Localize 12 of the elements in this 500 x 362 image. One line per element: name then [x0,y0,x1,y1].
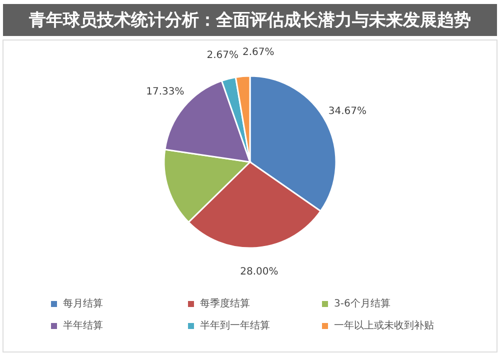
legend-label: 每月结算 [63,298,103,310]
legend-label: 半年到一年结算 [200,320,270,332]
legend-label: 一年以上或未收到补贴 [334,320,434,332]
chart-title: 青年球员技术统计分析：全面评估成长潜力与未来发展趋势 [28,10,471,31]
legend-label: 3-6个月结算 [334,298,390,310]
legend-label: 每季度结算 [200,298,250,310]
data-label: 28.00% [240,266,278,278]
data-label: 34.67% [328,106,367,117]
data-label: 2.67% [242,47,274,58]
data-label: 17.33% [146,86,184,98]
data-label: 2.67% [206,50,238,62]
legend-label: 半年结算 [63,320,103,332]
